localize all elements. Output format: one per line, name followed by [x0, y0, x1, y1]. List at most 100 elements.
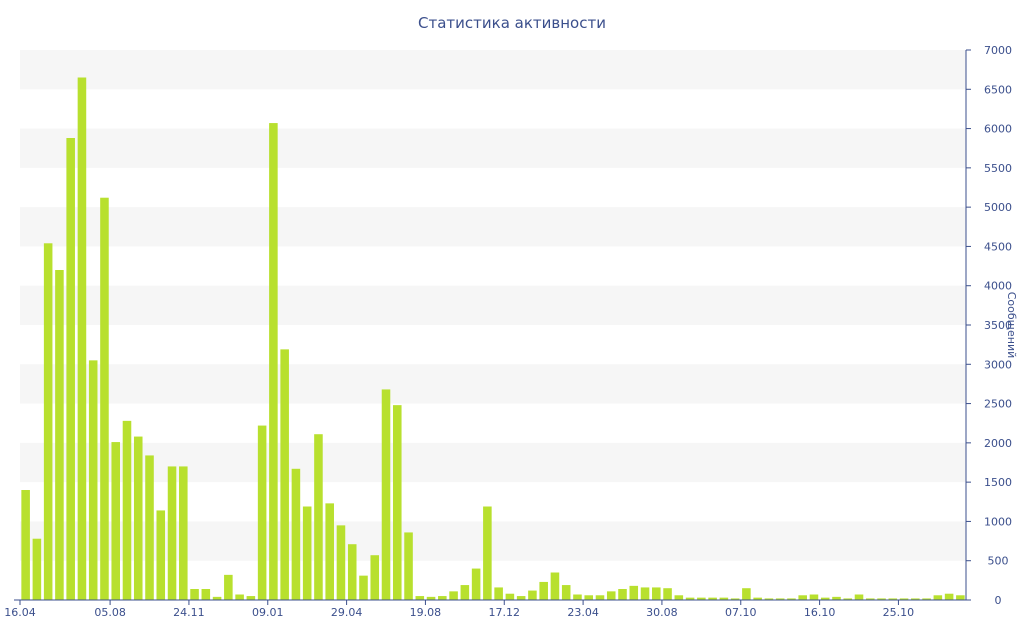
- grid-bands: [20, 50, 966, 561]
- bar: [730, 598, 740, 600]
- y-tick-label: 1000: [984, 515, 1012, 528]
- bar-series: [21, 77, 965, 601]
- x-tick-label: 16.10: [804, 606, 836, 619]
- bar: [280, 349, 289, 600]
- bar: [111, 442, 121, 600]
- bar: [381, 389, 391, 600]
- bar: [32, 538, 42, 600]
- grid-band: [20, 207, 966, 247]
- bar: [742, 588, 751, 600]
- x-tick-label: 30.08: [646, 606, 678, 619]
- bar: [426, 596, 436, 600]
- bar: [595, 595, 605, 600]
- bar: [302, 506, 312, 600]
- bar: [911, 598, 920, 600]
- bar: [933, 595, 943, 600]
- y-tick-label: 6500: [984, 83, 1012, 96]
- bar: [663, 588, 672, 600]
- y-tick-label: 5000: [984, 201, 1012, 214]
- chart-title: Статистика активности: [418, 14, 606, 32]
- bar: [516, 596, 526, 600]
- bar: [246, 596, 256, 600]
- x-tick-label: 17.12: [489, 606, 521, 619]
- bar: [573, 594, 582, 600]
- bar: [122, 420, 132, 600]
- bar: [787, 598, 796, 600]
- y-tick-label: 5500: [984, 162, 1012, 175]
- bar: [685, 597, 695, 600]
- y-tick-label: 2500: [984, 398, 1012, 411]
- bar: [133, 436, 143, 600]
- bar: [336, 525, 346, 600]
- bar: [618, 589, 627, 600]
- bar: [899, 598, 909, 600]
- bar: [809, 594, 819, 600]
- bar: [764, 598, 774, 600]
- bar: [708, 597, 717, 600]
- bar: [55, 270, 64, 600]
- grid-band: [20, 128, 966, 168]
- bar: [179, 466, 188, 600]
- bar: [561, 585, 571, 600]
- x-axis-ticks: 16.04 05.08 24.11 09.01 29.04 19.08 17.12 23.04…: [4, 600, 914, 619]
- bar: [584, 595, 594, 600]
- y-tick-label: 4500: [984, 240, 1012, 253]
- grid-band: [20, 285, 966, 325]
- bar: [843, 598, 853, 600]
- grid-band: [20, 521, 966, 561]
- bar: [392, 405, 402, 600]
- x-tick-label: 16.04: [4, 606, 36, 619]
- bar: [471, 568, 481, 600]
- y-tick-label: 500: [988, 555, 1009, 568]
- bar: [719, 597, 729, 600]
- bar: [325, 503, 334, 600]
- bar: [415, 596, 425, 600]
- bar: [449, 591, 458, 600]
- bar: [190, 589, 199, 600]
- bar: [640, 587, 650, 600]
- grid-band: [20, 364, 966, 404]
- bar: [550, 572, 560, 600]
- bar: [370, 555, 380, 600]
- bar: [494, 587, 503, 600]
- x-tick-label: 25.10: [883, 606, 915, 619]
- bar: [775, 598, 785, 600]
- grid-band: [20, 442, 966, 483]
- y-tick-label: 6000: [984, 123, 1012, 136]
- bar: [167, 466, 177, 600]
- x-tick-label: 09.01: [252, 606, 284, 619]
- bar: [505, 593, 515, 600]
- bar: [314, 434, 323, 600]
- grid-band: [20, 50, 966, 90]
- bar: [606, 591, 616, 600]
- y-tick-label: 1500: [984, 476, 1012, 489]
- y-tick-label: 0: [995, 594, 1002, 607]
- bar: [944, 593, 954, 600]
- x-tick-label: 07.10: [725, 606, 757, 619]
- bar: [359, 575, 368, 600]
- bar: [257, 425, 267, 600]
- x-tick-label: 23.04: [567, 606, 599, 619]
- x-tick-label: 05.08: [94, 606, 126, 619]
- bar: [438, 596, 447, 600]
- bar: [674, 595, 684, 600]
- y-tick-label: 7000: [984, 44, 1012, 57]
- bar: [201, 589, 211, 600]
- bar: [66, 138, 75, 600]
- bar: [483, 506, 492, 600]
- bar: [820, 597, 830, 600]
- bar: [753, 597, 762, 600]
- bar: [100, 197, 109, 600]
- bar: [865, 598, 875, 600]
- bar: [21, 490, 30, 600]
- y-axis-label: Сообщений: [1005, 292, 1018, 359]
- bar: [629, 585, 639, 600]
- y-tick-label: 3500: [984, 319, 1012, 332]
- x-tick-label: 29.04: [331, 606, 363, 619]
- bar: [77, 77, 87, 600]
- bar: [854, 594, 864, 600]
- bar: [652, 587, 661, 600]
- bar: [212, 596, 222, 600]
- x-tick-label: 19.08: [410, 606, 442, 619]
